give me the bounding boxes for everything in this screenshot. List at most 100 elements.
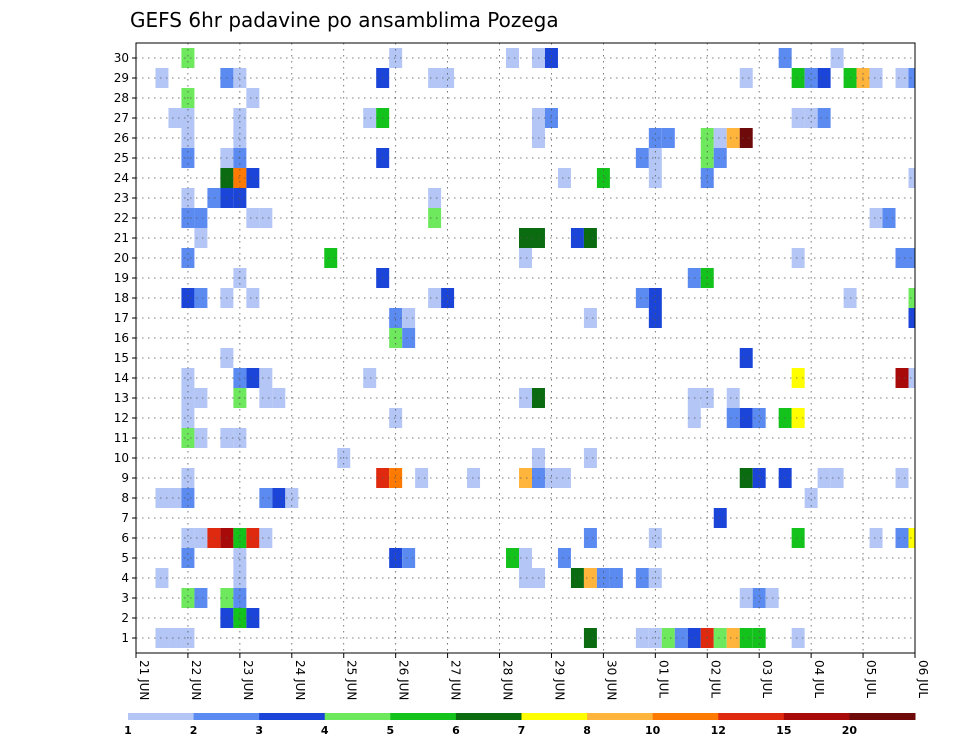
heatmap-cell [519,568,532,588]
heatmap-cell [272,388,286,408]
heatmap-cell [155,568,169,588]
heatmap-cell [519,228,532,248]
y-tick-label: 17 [114,311,129,325]
heatmap-cell [246,528,260,548]
heatmap-cell [285,488,299,508]
heatmap-cell [583,528,597,548]
heatmap-cell [155,488,169,508]
heatmap-cell [752,408,766,428]
heatmap-cell [246,88,260,108]
y-tick-label: 16 [114,331,129,345]
heatmap-cell [233,368,247,388]
y-tick-label: 19 [114,271,129,285]
y-tick-label: 25 [114,151,129,165]
heatmap-cell [726,408,740,428]
x-tick-label: 23 JUN [241,660,255,700]
heatmap-cell [259,208,273,228]
heatmap-cell [246,208,260,228]
heatmap-cell [181,248,195,268]
heatmap-cell [194,428,208,448]
heatmap-cell [363,368,377,388]
heatmap-cell [519,248,532,268]
x-tick-label: 04 JUL [812,660,826,698]
y-tick-label: 1 [121,631,129,645]
heatmap-cell [583,308,597,328]
heatmap-cell [557,548,571,568]
heatmap-cell [389,548,403,568]
y-tick-label: 28 [114,91,129,105]
y-tick-label: 21 [114,231,129,245]
heatmap-cell [791,368,805,388]
x-tick-label: 24 JUN [293,660,307,700]
y-tick-label: 7 [121,511,129,525]
colorbar-level-label: 8 [583,724,591,737]
colorbar-segment [128,713,195,720]
heatmap-cell [519,548,532,568]
heatmap-cell [428,68,442,88]
heatmap-cell [181,288,195,308]
colorbar-segment [390,713,457,720]
heatmap-cell [557,168,571,188]
y-tick-label: 10 [114,451,129,465]
heatmap-cell [752,588,766,608]
heatmap-cell [233,608,247,628]
heatmap-cell [908,288,915,308]
y-tick-label: 23 [114,191,129,205]
colorbar-segment [259,713,326,720]
y-tick-label: 2 [121,611,129,625]
heatmap-cell [869,528,883,548]
heatmap-cell [181,128,195,148]
heatmap-cell [648,168,662,188]
x-tick-label: 06 JUL [916,660,930,698]
heatmap-cell [804,68,818,88]
y-tick-label: 27 [114,111,129,125]
heatmap-cell [739,468,753,488]
heatmap-cell [194,228,208,248]
heatmap-cell [233,588,247,608]
x-tick-label: 26 JUN [397,660,411,700]
y-tick-label: 30 [114,51,129,65]
heatmap-cell [791,108,805,128]
heatmap-cell [713,508,727,528]
y-tick-label: 3 [121,591,129,605]
heatmap-cell [713,148,727,168]
heatmap-cell [168,488,182,508]
x-tick-label: 02 JUL [708,660,722,698]
heatmap-cell [895,368,909,388]
colorbar-segment [455,713,522,720]
y-axis: 1234567891011121314151617181920212223242… [114,51,136,645]
heatmap-cell [804,488,818,508]
colorbar-segment [324,713,391,720]
heatmap-cell [635,148,649,168]
heatmap-cell [168,108,182,128]
heatmap-cell [713,628,727,648]
heatmap-cell [739,348,753,368]
y-tick-label: 5 [121,551,129,565]
heatmap-cell [726,628,740,648]
colorbar-level-label: 15 [776,724,791,737]
heatmap-cell [908,168,915,188]
heatmap-cell [791,248,805,268]
heatmap-cell [570,568,584,588]
x-tick-label: 05 JUL [864,660,878,698]
y-tick-label: 6 [121,531,129,545]
heatmap-cell [155,68,169,88]
heatmap-cell [181,368,195,388]
y-tick-label: 26 [114,131,129,145]
colorbar-segment [587,713,654,720]
heatmap-cell [648,308,662,328]
colorbar-level-label: 2 [190,724,198,737]
heatmap-cell [739,68,753,88]
heatmap-cell [181,528,195,548]
heatmap-cell [246,288,260,308]
heatmap-cell [635,288,649,308]
heatmap-cell [635,568,649,588]
x-tick-label: 29 JUN [552,660,566,700]
colorbar-level-label: 4 [321,724,329,737]
heatmap-cell [428,188,442,208]
heatmap-cell [648,128,662,148]
heatmap-cell [830,468,844,488]
colorbar-level-label: 12 [711,724,726,737]
heatmap-cell [570,228,584,248]
